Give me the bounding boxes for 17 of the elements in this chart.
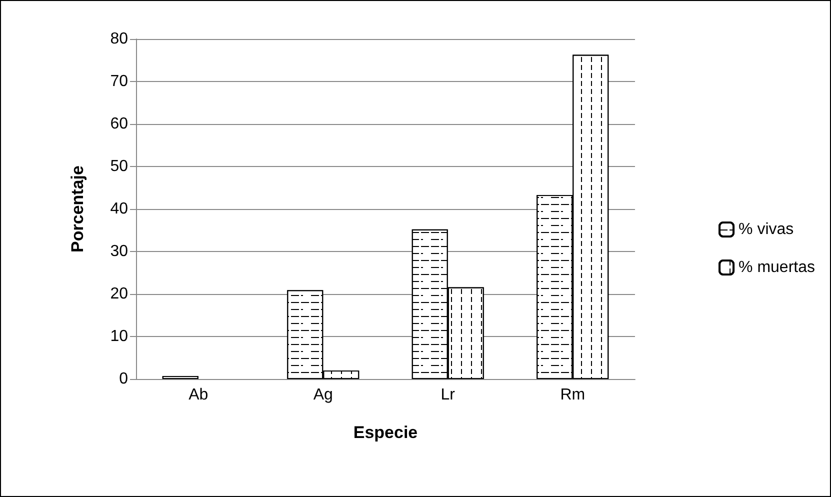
x-axis-title: Especie bbox=[353, 423, 418, 442]
x-tick-label: Lr bbox=[440, 386, 456, 404]
y-tick-label: 80 bbox=[110, 30, 128, 48]
legend-label: % vivas bbox=[738, 221, 794, 238]
y-tick-label: 40 bbox=[110, 200, 128, 218]
y-tick-label: 70 bbox=[110, 73, 128, 90]
x-tick-label: Ab bbox=[188, 386, 208, 404]
y-tick-label: 0 bbox=[119, 370, 128, 388]
y-tick-label: 20 bbox=[110, 286, 128, 302]
y-axis-title: Porcentaje bbox=[68, 166, 87, 252]
y-tick-label: 30 bbox=[110, 243, 128, 260]
y-tick-label: 10 bbox=[110, 328, 128, 345]
x-tick-label: Ag bbox=[313, 386, 333, 404]
y-tick-label: 60 bbox=[110, 116, 128, 132]
legend-label: % muertas bbox=[738, 259, 815, 276]
x-tick-label: Rm bbox=[560, 386, 586, 404]
y-tick-label: 50 bbox=[110, 158, 128, 175]
